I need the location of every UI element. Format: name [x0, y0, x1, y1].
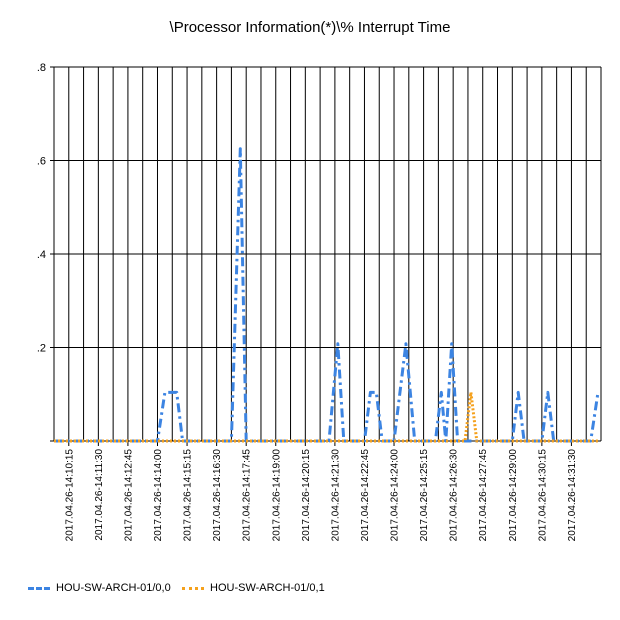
x-tick-label: 2017.04.26-14:11:30	[94, 449, 105, 541]
legend-item-1: HOU-SW-ARCH-01/0,0	[28, 582, 171, 594]
y-tick-label: .8	[37, 62, 46, 74]
x-tick-label: 2017.04.26-14:26:30	[449, 449, 460, 542]
x-tick-label: 2017.04.26-14:10:15	[64, 449, 75, 542]
chart-title: \Processor Information(*)\% Interrupt Ti…	[169, 19, 451, 36]
axis-layer	[50, 66, 602, 446]
x-tick-label: 2017.04.26-14:22:45	[360, 449, 371, 542]
x-tick-label: 2017.04.26-14:30:15	[537, 449, 548, 542]
series-layer	[54, 147, 600, 443]
y-tick-label: .4	[37, 249, 46, 261]
y-tick-label: .6	[37, 156, 46, 168]
series-line-2	[54, 390, 598, 443]
legend-swatch-2	[182, 586, 204, 590]
y-tick-labels: .2 .4 .6 .8	[37, 62, 46, 355]
x-tick-labels: 2017.04.26-14:10:15 2017.04.26-14:11:30 20…	[64, 449, 578, 542]
x-tick-label: 2017.04.26-14:17:45	[242, 449, 253, 542]
x-tick-label: 2017.04.26-14:15:15	[183, 449, 194, 542]
x-tick-label: 2017.04.26-14:31:30	[567, 449, 578, 542]
legend-item-2: HOU-SW-ARCH-01/0,1	[182, 582, 325, 594]
x-tick-label: 2017.04.26-14:27:45	[478, 449, 489, 542]
legend-swatch-1	[28, 586, 50, 590]
series-line-1	[54, 147, 600, 443]
legend-label-2: HOU-SW-ARCH-01/0,1	[210, 582, 325, 594]
y-tick-label: .2	[37, 343, 46, 355]
x-tick-label: 2017.04.26-14:16:30	[212, 449, 223, 542]
x-tick-label: 2017.04.26-14:21:30	[330, 449, 341, 542]
x-tick-label: 2017.04.26-14:14:00	[153, 449, 164, 542]
x-tick-label: 2017.04.26-14:12:45	[123, 449, 134, 542]
x-tick-label: 2017.04.26-14:20:15	[301, 449, 312, 542]
x-tick-label: 2017.04.26-14:25:15	[419, 449, 430, 542]
grid-layer	[53, 66, 602, 442]
x-tick-label: 2017.04.26-14:19:00	[271, 449, 282, 542]
x-tick-label: 2017.04.26-14:24:00	[390, 449, 401, 542]
legend-label-1: HOU-SW-ARCH-01/0,0	[56, 582, 171, 594]
x-tick-label: 2017.04.26-14:29:00	[508, 449, 519, 542]
